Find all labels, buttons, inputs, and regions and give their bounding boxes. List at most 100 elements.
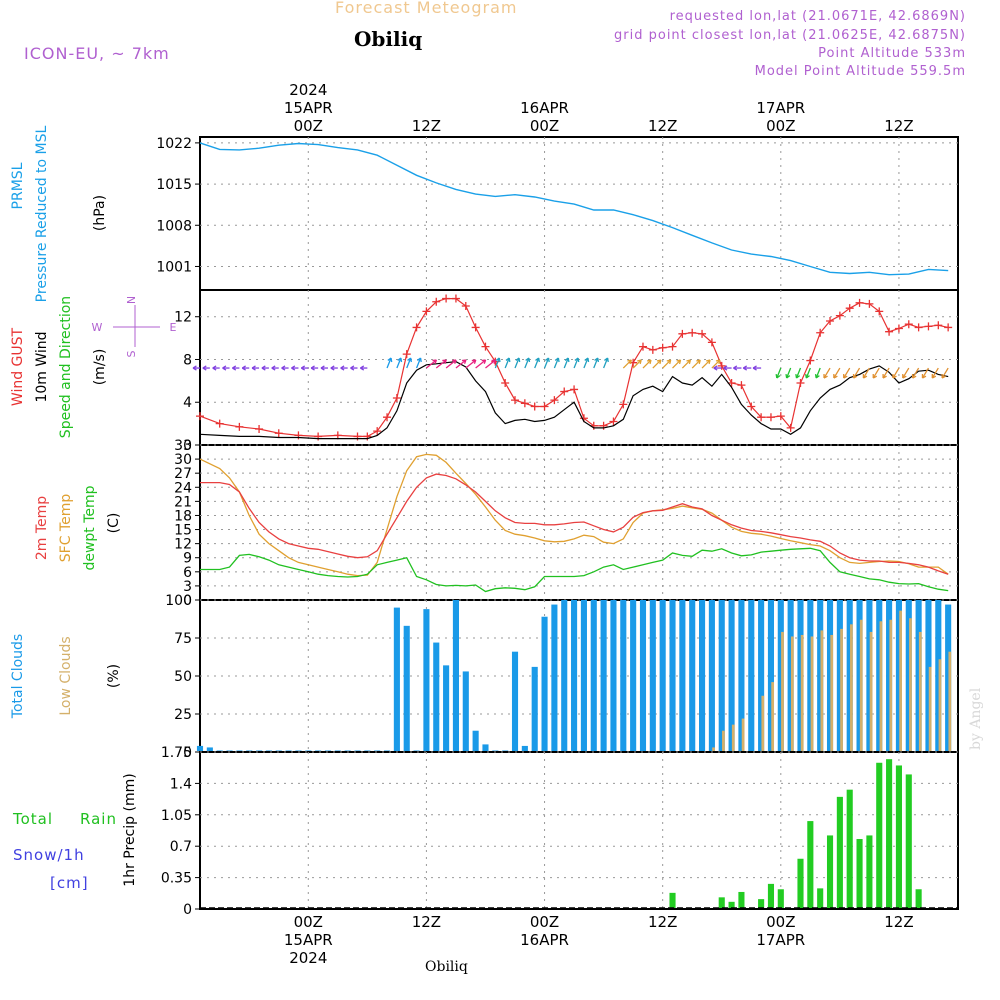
rain-bar [915,889,922,908]
wind-arrowhead [902,374,907,379]
gust-marker [826,317,835,325]
total-cloud-bar [216,750,223,751]
wind-direction-arrow [776,367,782,379]
low-cloud-bar [771,682,775,751]
wind-arrowhead [515,357,521,363]
low-cloud-bar [850,624,853,751]
wind-arrowhead [833,374,838,379]
total-cloud-bar [925,600,932,751]
wind-arrowhead [212,365,217,371]
total-cloud-bar [413,750,420,751]
wind-arrowhead [805,373,810,379]
wind-arrowhead [862,374,868,379]
precip-label-total: Total [12,810,53,828]
low-cloud-bar [722,730,725,751]
ytick-label-temp: 30 [174,452,192,468]
wind-arrowhead [742,365,748,371]
gust-marker [678,329,687,338]
total-cloud-bar [334,750,341,751]
rain-bar [866,835,873,908]
wind-direction-arrow [504,357,510,369]
wind-label-10m: 10m Wind [34,331,50,402]
total-cloud-bar [305,750,312,751]
wind-direction-arrow [553,357,559,369]
total-cloud-bar [826,600,834,751]
total-cloud-bar [905,600,912,751]
wind-arrowhead [627,359,632,365]
wind-arrowhead [360,365,365,371]
gust-marker [235,422,244,431]
wind-arrowhead [291,365,296,371]
bottom-time-label: 12Z [648,913,677,931]
wind-direction-arrow [524,357,530,369]
total-cloud-bar [393,607,400,751]
gust-marker [835,311,844,320]
wind-arrowhead [281,365,286,371]
wind-arrowhead [241,365,246,371]
temp-unit: (C) [106,513,122,534]
low-cloud-bar [781,631,784,751]
ytick-label-temp: 21 [174,494,192,510]
model-altitude: Model Point Altitude 559.5m [754,64,966,79]
total-cloud-bar [738,600,745,751]
wind-direction-arrow [415,357,422,369]
wind-arrowhead [852,374,858,379]
total-cloud-bar [275,750,282,751]
ytick-label-temp: 18 [174,508,192,524]
wind-direction-arrow [455,359,467,369]
low-cloud-bar [820,630,824,751]
wind-arrowhead [882,374,887,379]
wind-arrowhead [564,357,570,363]
wind-arrowhead [525,357,531,363]
wind-arrowhead [733,365,738,371]
total-cloud-bar [699,600,706,751]
total-cloud-bar [836,600,843,751]
total-cloud-bar [315,750,322,751]
top-time-label: 12Z [884,117,913,135]
total-cloud-bar [639,600,647,751]
gust-marker [373,427,382,436]
gust-marker [944,323,953,332]
top-time-label: 00Z [530,117,559,135]
ytick-label-clouds: 50 [174,669,192,685]
total-cloud-bar [423,609,430,751]
gust-marker [865,299,874,308]
precip-label-cm: [cm] [50,874,89,892]
ytick-label-precip: 1.4 [170,776,192,792]
gust-marker [412,323,421,332]
wind-arrowhead [416,357,422,363]
wind-direction-arrow [573,357,579,369]
total-cloud-bar [482,744,489,751]
top-time-label: 00Z [766,117,795,135]
gridpoint-coords: grid point closest lon,lat (21.0625E, 42… [614,28,966,43]
wind-arrowhead [261,365,266,371]
total-cloud-bar [659,600,666,751]
compass-w: W [92,321,103,334]
ytick-label-wind: 4 [183,395,192,411]
gust-marker [570,385,579,394]
low-cloud-bar [840,628,843,751]
total-cloud-bar [246,750,253,751]
total-cloud-bar [561,600,568,751]
total-cloud-bar [551,604,558,751]
wind-arrowhead [715,359,721,365]
total-cloud-bar [895,600,902,751]
wind-arrowhead [637,359,642,365]
total-cloud-bar [767,600,775,751]
gust-marker [609,417,618,426]
total-cloud-bar [492,750,499,751]
wind-direction-arrow [652,359,662,369]
gust-marker [540,402,549,411]
total-cloud-bar [935,600,942,751]
total-cloud-bar [807,600,814,751]
gust-marker [776,412,785,421]
rain-bar [718,897,725,908]
rain-bar [738,891,745,908]
total-cloud-bar [718,600,725,751]
wind-arrowhead [941,374,946,379]
pressure-unit: (hPa) [92,195,108,231]
wind10m-line [199,360,949,440]
rain-bar [856,839,863,908]
rain-bar [767,883,775,908]
